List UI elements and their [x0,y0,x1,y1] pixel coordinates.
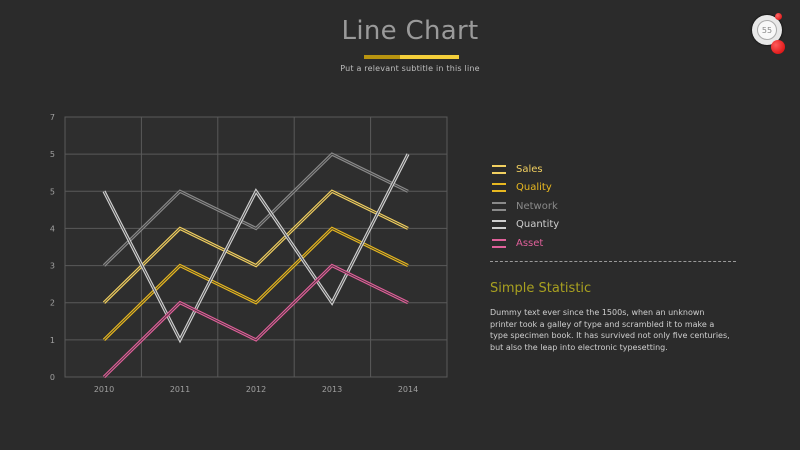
page-number: 55 [757,20,777,40]
y-tick-label: 2 [50,299,55,308]
x-tick-label: 2011 [170,385,190,394]
y-tick-label: 5 [50,187,55,196]
legend-item-quantity: Quantity [492,216,559,235]
x-tick-label: 2014 [398,385,418,394]
legend-item-quality: Quality [492,179,559,198]
title-underline [364,55,459,59]
red-dot-small-icon [775,13,782,20]
legend-swatch-quality [492,183,506,193]
y-tick-label: 4 [50,224,55,233]
x-tick-label: 2013 [322,385,342,394]
y-tick-label: 7 [50,113,55,122]
title-underline-light [400,55,459,59]
legend-label-quantity: Quantity [516,219,560,231]
x-tick-label: 2012 [246,385,266,394]
legend-swatch-asset [492,238,506,248]
x-tick-label: 2010 [94,385,114,394]
section-divider [490,261,736,262]
y-tick-label: 1 [50,336,55,345]
legend-label-quality: Quality [516,182,552,194]
page-number-badge: 55 [752,13,786,54]
chart-legend: Sales Quality Network Quantity Asset [492,160,559,253]
y-tick-label: 0 [50,373,55,382]
legend-swatch-network [492,201,506,211]
y-tick-label: 3 [50,262,55,271]
legend-item-asset: Asset [492,234,559,253]
legend-label-asset: Asset [516,237,544,249]
statistic-body: Dummy text ever since the 1500s, when an… [490,308,730,352]
legend-swatch-sales [492,164,506,174]
legend-label-sales: Sales [516,163,543,175]
y-tick-label: 5 [50,150,55,159]
plot-area [64,116,448,378]
statistic-heading: Simple Statistic [490,281,592,296]
slide-subtitle: Put a relevant subtitle in this line [340,64,480,73]
title-underline-dark [364,55,400,59]
red-dot-large-icon [771,40,785,54]
slide-title: Line Chart [341,16,479,46]
legend-swatch-quantity [492,220,506,230]
legend-item-sales: Sales [492,160,559,179]
legend-label-network: Network [516,200,558,212]
legend-item-network: Network [492,197,559,216]
